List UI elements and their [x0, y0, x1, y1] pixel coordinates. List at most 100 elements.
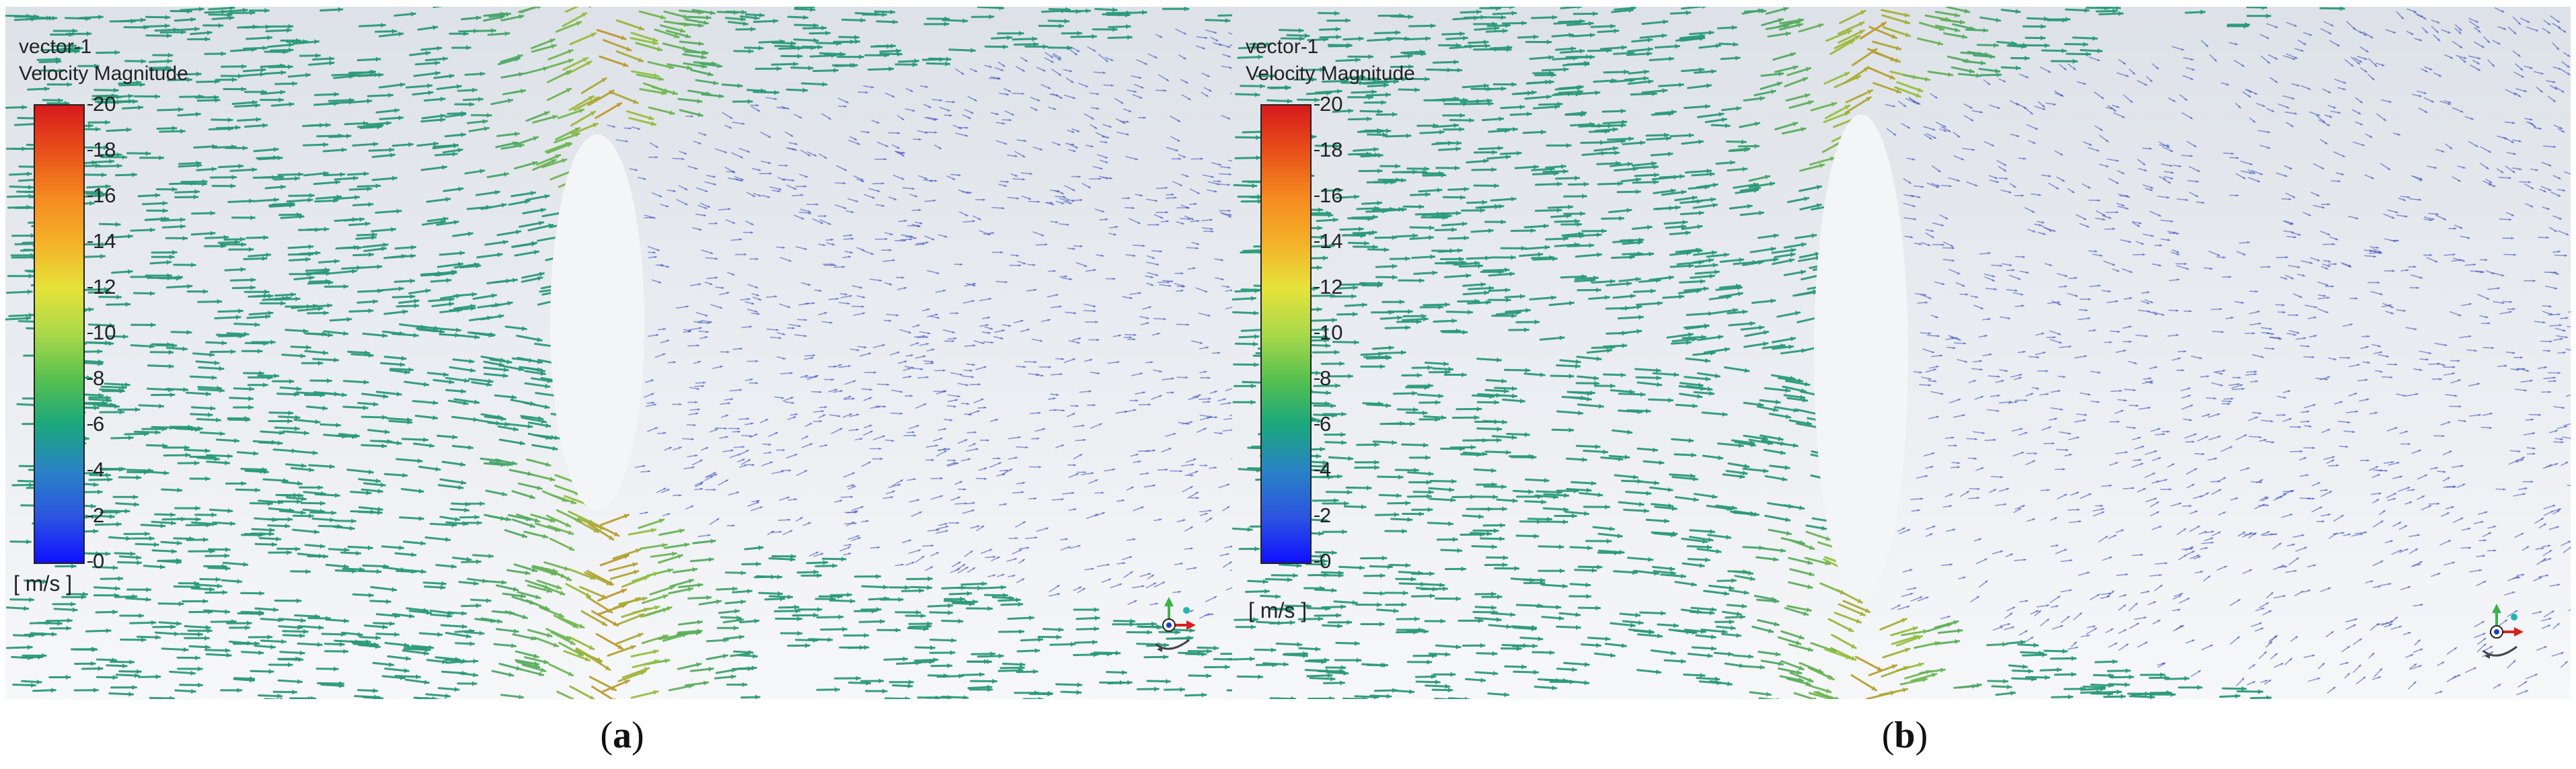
- velocity-arrowhead: [386, 120, 391, 126]
- velocity-arrow: [621, 607, 650, 618]
- velocity-arrowhead: [539, 220, 543, 226]
- velocity-arrowhead: [851, 237, 854, 241]
- velocity-arrowhead: [1215, 415, 1217, 419]
- velocity-arrowhead: [464, 378, 469, 383]
- velocity-arrow: [647, 60, 675, 69]
- velocity-arrowhead: [827, 637, 832, 643]
- velocity-arrowhead: [205, 624, 211, 631]
- velocity-arrowhead: [435, 71, 440, 76]
- velocity-arrowhead: [1061, 497, 1064, 501]
- velocity-arrowhead: [227, 12, 232, 17]
- velocity-arrowhead: [953, 405, 956, 408]
- velocity-arrowhead: [896, 48, 901, 54]
- velocity-arrowhead: [805, 643, 810, 649]
- velocity-arrowhead: [547, 378, 552, 384]
- velocity-arrow: [820, 628, 848, 631]
- velocity-arrowhead: [114, 50, 119, 55]
- velocity-arrowhead: [1207, 376, 1210, 380]
- velocity-arrowhead: [883, 584, 888, 590]
- velocity-arrowhead: [497, 252, 502, 257]
- velocity-arrowhead: [828, 117, 831, 120]
- velocity-arrowhead: [303, 629, 308, 635]
- velocity-arrowhead: [819, 289, 822, 292]
- velocity-arrowhead: [172, 343, 176, 348]
- velocity-arrowhead: [987, 331, 991, 335]
- velocity-arrowhead: [172, 249, 177, 255]
- velocity-arrowhead: [51, 631, 56, 637]
- velocity-arrowhead: [688, 684, 693, 689]
- velocity-arrowhead: [1151, 575, 1154, 577]
- velocity-arrowhead: [795, 608, 800, 614]
- velocity-arrowhead: [940, 495, 943, 498]
- velocity-arrow: [106, 99, 134, 103]
- velocity-arrowhead: [1159, 518, 1162, 522]
- velocity-arrow: [315, 196, 342, 200]
- velocity-arrowhead: [1195, 396, 1199, 399]
- velocity-arrowhead: [318, 624, 323, 631]
- velocity-arrowhead: [105, 340, 110, 346]
- velocity-arrowhead: [1079, 454, 1082, 457]
- velocity-arrowhead: [804, 470, 807, 473]
- velocity-arrowhead: [1118, 334, 1121, 337]
- velocity-arrowhead: [543, 66, 548, 71]
- velocity-arrowhead: [137, 560, 141, 565]
- velocity-arrowhead: [206, 522, 211, 528]
- velocity-arrowhead: [126, 536, 130, 541]
- velocity-arrowhead: [1071, 491, 1074, 495]
- velocity-arrowhead: [452, 151, 457, 157]
- velocity-arrowhead: [713, 80, 718, 85]
- velocity-arrowhead: [911, 561, 915, 565]
- velocity-arrowhead: [269, 531, 274, 536]
- velocity-arrowhead: [336, 422, 340, 428]
- velocity-arrowhead: [842, 626, 847, 632]
- velocity-arrowhead: [962, 564, 965, 567]
- velocity-arrowhead: [22, 146, 26, 152]
- velocity-arrowhead: [427, 83, 432, 89]
- velocity-arrowhead: [151, 322, 155, 328]
- velocity-arrowhead: [703, 214, 706, 217]
- velocity-arrowhead: [363, 405, 368, 411]
- velocity-arrowhead: [900, 412, 903, 415]
- velocity-arrowhead: [847, 302, 849, 305]
- velocity-arrowhead: [432, 327, 437, 333]
- velocity-arrowhead: [207, 412, 213, 417]
- velocity-arrowhead: [287, 517, 292, 522]
- velocity-arrowhead: [454, 686, 459, 692]
- velocity-arrowhead: [1077, 544, 1081, 548]
- velocity-arrowhead: [886, 383, 889, 387]
- velocity-arrowhead: [729, 116, 732, 119]
- velocity-arrowhead: [297, 481, 302, 486]
- velocity-arrowhead: [198, 666, 202, 672]
- velocity-arrowhead: [626, 46, 631, 52]
- velocity-arrowhead: [503, 171, 508, 177]
- velocity-arrowhead: [606, 580, 611, 585]
- velocity-arrowhead: [956, 521, 959, 524]
- velocity-arrowhead: [909, 238, 912, 241]
- velocity-arrow: [312, 358, 340, 362]
- velocity-arrowhead: [932, 348, 934, 352]
- velocity-arrowhead: [648, 470, 650, 473]
- velocity-arrowhead: [210, 405, 215, 411]
- velocity-arrowhead: [391, 28, 396, 34]
- velocity-arrow: [480, 203, 507, 210]
- velocity-arrowhead: [285, 523, 289, 529]
- velocity-arrowhead: [882, 12, 886, 17]
- velocity-arrowhead: [1012, 574, 1015, 577]
- velocity-arrowhead: [824, 156, 827, 159]
- velocity-arrow: [641, 634, 669, 645]
- velocity-arrowhead: [296, 386, 301, 391]
- velocity-arrowhead: [1109, 177, 1112, 180]
- velocity-arrowhead: [501, 202, 506, 208]
- velocity-arrowhead: [897, 351, 900, 354]
- velocity-arrowhead: [679, 403, 682, 406]
- velocity-arrowhead: [1180, 469, 1182, 473]
- velocity-arrowhead: [1089, 358, 1092, 362]
- velocity-arrowhead: [27, 289, 32, 294]
- velocity-arrowhead: [791, 554, 796, 559]
- velocity-arrowhead: [176, 559, 181, 565]
- velocity-arrowhead: [1213, 645, 1218, 651]
- velocity-arrowhead: [795, 413, 798, 416]
- velocity-arrowhead: [394, 613, 400, 618]
- velocity-arrowhead: [71, 563, 76, 569]
- velocity-arrowhead: [297, 212, 301, 218]
